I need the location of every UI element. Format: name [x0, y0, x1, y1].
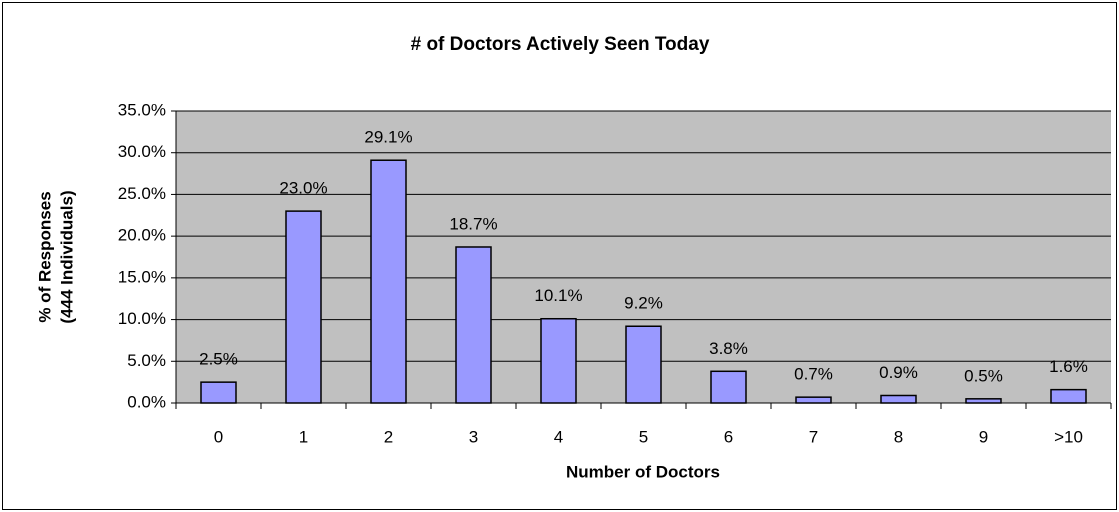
bar	[200, 381, 237, 404]
y-tick-label: 30.0%	[118, 142, 166, 161]
bar	[1050, 388, 1087, 404]
bar	[370, 159, 407, 404]
data-label: 18.7%	[449, 214, 497, 233]
y-axis-title: % of Responses	[35, 191, 54, 322]
data-label: 9.2%	[624, 294, 663, 313]
bar	[540, 317, 577, 404]
chart-title: # of Doctors Actively Seen Today	[411, 34, 710, 55]
bar	[880, 394, 917, 404]
y-tick-label: 25.0%	[118, 184, 166, 203]
bar	[285, 210, 322, 404]
y-tick-label: 15.0%	[118, 267, 166, 286]
y-tick-label: 35.0%	[118, 100, 166, 119]
bar	[625, 325, 662, 404]
data-label: 2.5%	[199, 350, 238, 369]
x-tick-label: 3	[469, 427, 478, 446]
data-label: 3.8%	[709, 339, 748, 358]
x-tick-label: 9	[979, 427, 988, 446]
data-label: 10.1%	[534, 286, 582, 305]
bar	[710, 370, 747, 404]
x-tick-label: >10	[1054, 427, 1083, 446]
x-axis-title: Number of Doctors	[566, 462, 720, 481]
data-label: 23.0%	[279, 179, 327, 198]
x-tick-label: 4	[554, 427, 563, 446]
y-tick-label: 20.0%	[118, 226, 166, 245]
x-tick-label: 7	[809, 427, 818, 446]
y-axis-title: (444 Individuals)	[57, 190, 76, 323]
y-tick-label: 10.0%	[118, 309, 166, 328]
bar	[965, 398, 1002, 404]
x-tick-label: 6	[724, 427, 733, 446]
x-tick-label: 0	[214, 427, 223, 446]
data-label: 0.7%	[794, 365, 833, 384]
x-tick-label: 2	[384, 427, 393, 446]
data-label: 0.9%	[879, 363, 918, 382]
bar	[455, 246, 492, 404]
data-label: 0.5%	[964, 366, 1003, 385]
y-tick-label: 0.0%	[127, 392, 166, 411]
x-tick-label: 8	[894, 427, 903, 446]
data-label: 29.1%	[364, 128, 412, 147]
x-tick-label: 5	[639, 427, 648, 446]
x-tick-label: 1	[299, 427, 308, 446]
data-label: 1.6%	[1049, 357, 1088, 376]
bar	[795, 396, 832, 404]
y-tick-label: 5.0%	[127, 351, 166, 370]
